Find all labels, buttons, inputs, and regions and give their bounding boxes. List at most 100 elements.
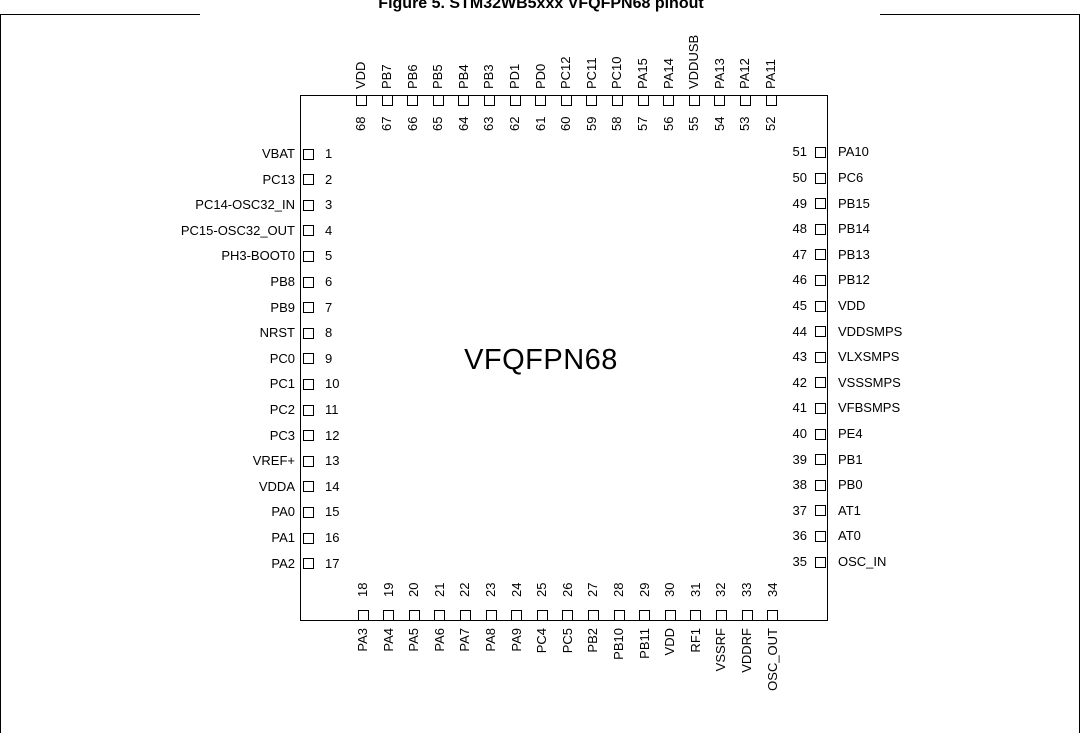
pin-pad bbox=[303, 327, 314, 339]
figure-title: Figure 5. STM32WB5xxx VFQFPN68 pinout bbox=[378, 0, 704, 12]
pin-pad bbox=[303, 174, 314, 186]
pin-number-label: 46 bbox=[792, 272, 807, 288]
pin-pad bbox=[303, 481, 314, 493]
pin-number-label: 10 bbox=[325, 376, 340, 392]
pin-pad bbox=[303, 353, 314, 365]
pin-name-label: PC10 bbox=[609, 56, 625, 89]
pin-number-label: 29 bbox=[636, 582, 652, 597]
pin-name-label: PB5 bbox=[430, 64, 446, 89]
pin-name-label: PB15 bbox=[838, 195, 870, 211]
pin-number-label: 48 bbox=[792, 221, 807, 237]
pin-number-label: 31 bbox=[687, 582, 703, 597]
pin-name-label: PB8 bbox=[270, 274, 295, 289]
pin-pad bbox=[485, 610, 497, 621]
pin-pad bbox=[767, 610, 779, 621]
pin-pad bbox=[637, 95, 649, 106]
pin-pad bbox=[303, 506, 314, 518]
pin-name-label: PD1 bbox=[507, 63, 522, 89]
pin-number-label: 24 bbox=[508, 582, 524, 597]
pin-number-label: 1 bbox=[325, 146, 333, 161]
pin-pad bbox=[383, 610, 395, 621]
pin-number-label: 8 bbox=[325, 325, 333, 341]
pin-number-label: 50 bbox=[792, 170, 807, 185]
pin-number-label: 67 bbox=[379, 116, 394, 131]
pin-pad bbox=[587, 610, 599, 621]
pin-pad bbox=[459, 610, 471, 621]
pin-name-label: PC6 bbox=[838, 170, 864, 185]
pin-name-label: NRST bbox=[259, 325, 295, 341]
pin-number-label: 62 bbox=[507, 116, 522, 131]
pin-number-label: 35 bbox=[792, 554, 807, 569]
pin-pad bbox=[815, 505, 826, 517]
pin-name-label: PH3-BOOT0 bbox=[221, 248, 295, 264]
pin-number-label: 55 bbox=[686, 116, 702, 131]
pin-pad bbox=[815, 198, 826, 210]
pin-pad bbox=[688, 95, 700, 106]
pin-number-label: 13 bbox=[325, 453, 340, 469]
pin-name-label: PA3 bbox=[355, 628, 370, 652]
pin-name-label: VDD bbox=[662, 628, 678, 656]
pin-pad bbox=[303, 302, 314, 314]
pin-name-label: VDDA bbox=[258, 478, 295, 494]
pin-number-label: 43 bbox=[792, 349, 807, 365]
pin-number-label: 32 bbox=[713, 582, 729, 597]
pin-number-label: 3 bbox=[325, 197, 333, 213]
pin-number-label: 26 bbox=[559, 582, 575, 597]
pin-name-label: PA7 bbox=[457, 628, 473, 652]
pin-name-label: PC3 bbox=[269, 427, 295, 443]
pin-number-label: 23 bbox=[483, 582, 498, 597]
pin-number-label: 54 bbox=[711, 116, 727, 131]
pin-pad bbox=[639, 610, 651, 621]
pin-number-label: 33 bbox=[739, 582, 754, 597]
pin-pad bbox=[303, 455, 314, 467]
pin-number-label: 34 bbox=[764, 582, 780, 597]
pin-name-label: VDDSMPS bbox=[838, 323, 903, 339]
pin-name-label: VSSRF bbox=[713, 628, 729, 672]
pin-pad bbox=[357, 610, 369, 621]
pin-number-label: 60 bbox=[558, 116, 574, 131]
pin-name-label: VFBSMPS bbox=[838, 400, 901, 416]
pin-name-label: VSSSMPS bbox=[838, 374, 901, 390]
pin-name-label: PA5 bbox=[406, 628, 422, 652]
pin-pad bbox=[303, 199, 314, 211]
pin-number-label: 57 bbox=[635, 116, 650, 131]
pin-number-label: 37 bbox=[792, 502, 807, 518]
pin-pad bbox=[815, 326, 826, 338]
pin-pad bbox=[613, 610, 625, 621]
pin-name-label: PB11 bbox=[636, 628, 652, 659]
pin-name-label: PA11 bbox=[763, 59, 778, 89]
pin-name-label: PA14 bbox=[660, 58, 676, 89]
pin-name-label: VDD bbox=[838, 298, 866, 313]
pin-number-label: 17 bbox=[325, 555, 340, 571]
pin-pad bbox=[303, 276, 314, 288]
pin-number-label: 38 bbox=[792, 477, 807, 493]
pin-name-label: PA4 bbox=[380, 628, 396, 652]
pin-number-label: 27 bbox=[585, 582, 601, 597]
pin-number-label: 56 bbox=[660, 116, 676, 131]
pin-pad bbox=[815, 402, 826, 414]
pin-number-label: 64 bbox=[455, 116, 471, 131]
pin-name-label: PB0 bbox=[838, 477, 863, 493]
pin-name-label: PC2 bbox=[269, 402, 295, 417]
pin-number-label: 68 bbox=[353, 116, 369, 131]
pin-number-label: 58 bbox=[609, 116, 625, 131]
pin-number-label: 28 bbox=[611, 582, 626, 597]
pin-number-label: 61 bbox=[532, 116, 548, 131]
pin-pad bbox=[815, 146, 826, 158]
pin-name-label: PA12 bbox=[737, 58, 753, 89]
pin-name-label: PB1 bbox=[838, 451, 863, 467]
pin-number-label: 9 bbox=[325, 350, 333, 366]
pin-pad bbox=[434, 610, 446, 621]
pin-number-label: 5 bbox=[325, 248, 333, 264]
pin-number-label: 6 bbox=[325, 274, 333, 289]
pin-number-label: 25 bbox=[534, 582, 550, 597]
pin-pad bbox=[303, 378, 314, 390]
pin-number-label: 44 bbox=[792, 323, 807, 339]
pin-name-label: PA15 bbox=[635, 58, 650, 89]
pin-pad bbox=[303, 250, 314, 262]
pin-name-label: VDDUSB bbox=[686, 34, 702, 89]
pin-name-label: PC13 bbox=[262, 171, 295, 187]
pin-number-label: 30 bbox=[662, 582, 678, 597]
pin-number-label: 19 bbox=[380, 582, 396, 597]
pin-pad bbox=[303, 148, 314, 160]
